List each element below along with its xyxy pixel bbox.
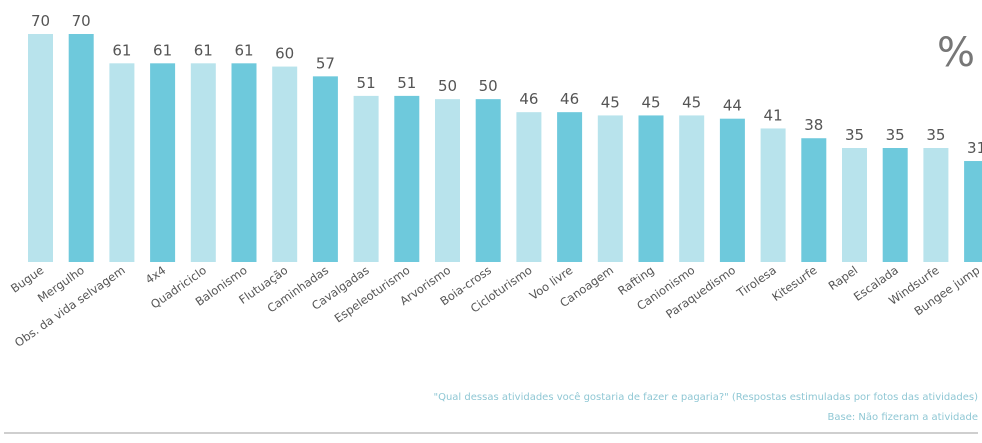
value-label-tirolesa: 41 [764,106,783,124]
bar-windsurfe [923,148,949,262]
bar-cavalgadas [353,95,379,262]
value-label-balonismo: 61 [234,41,253,59]
category-label-paraquedismo: Paraquedismo [663,263,738,321]
unit-label: % [937,30,975,76]
bar-tirolesa [760,128,786,262]
value-label-kitesurfe: 38 [804,116,823,134]
bar-paraquedismo [719,118,745,262]
bar-canoagem [597,115,623,262]
value-label-rapel: 35 [845,126,864,144]
bar-quadriciclo [190,63,216,262]
bar-balonismo [231,63,257,262]
question-footnote: "Qual dessas atividades você gostaria de… [433,392,979,403]
value-label-escalada: 35 [886,126,905,144]
value-label-rafting: 45 [641,93,660,111]
bottom-divider [4,432,978,434]
bar-canionismo [679,115,705,262]
value-label-paraquedismo: 44 [723,97,742,115]
bar-bugue [28,34,53,262]
value-label-bungee-jump: 31 [967,139,982,157]
bar-bungee-jump [964,161,982,262]
bar-4x4 [150,63,176,262]
bar-obs-da-vida-selvagem [109,63,135,262]
category-label-kitesurfe: Kitesurfe [769,263,819,304]
bar-rafting [638,115,664,262]
bar-flutuacao [272,66,298,262]
bar-kitesurfe [801,138,827,262]
value-label-boia-cross: 50 [479,77,498,95]
value-label-mergulho: 70 [72,12,91,30]
value-label-caminhadas: 57 [316,54,335,72]
value-label-windsurfe: 35 [926,126,945,144]
value-label-obs-da-vida-selvagem: 61 [112,41,131,59]
value-label-cavalgadas: 51 [357,74,376,92]
value-label-arvorismo: 50 [438,77,457,95]
category-label-4x4: 4x4 [143,263,169,287]
bars-group [28,34,982,263]
value-label-4x4: 61 [153,41,172,59]
value-label-espeleoturismo: 51 [397,74,416,92]
value-label-quadriciclo: 61 [194,41,213,59]
bar-arvorismo [435,99,460,263]
bar-espeleoturismo [394,95,420,262]
value-label-voo-livre: 46 [560,90,579,108]
base-footnote: Base: Não fizeram a atividade [827,412,978,423]
bar-boia-cross [475,99,501,263]
bar-mergulho [68,34,94,262]
value-label-canionismo: 45 [682,93,701,111]
bar-cicloturismo [516,112,542,263]
bar-caminhadas [312,76,338,262]
value-label-cicloturismo: 46 [519,90,538,108]
value-label-flutuacao: 60 [275,45,294,63]
value-label-canoagem: 45 [601,93,620,111]
bar-escalada [882,148,908,262]
bar-voo-livre [557,112,583,263]
value-label-bugue: 70 [31,12,50,30]
value-labels-group: 70 70 61 61 61 61 60 57 51 51 50 50 46 46 45 45 45 44 41 38… [31,12,982,157]
bar-rapel [842,148,867,262]
